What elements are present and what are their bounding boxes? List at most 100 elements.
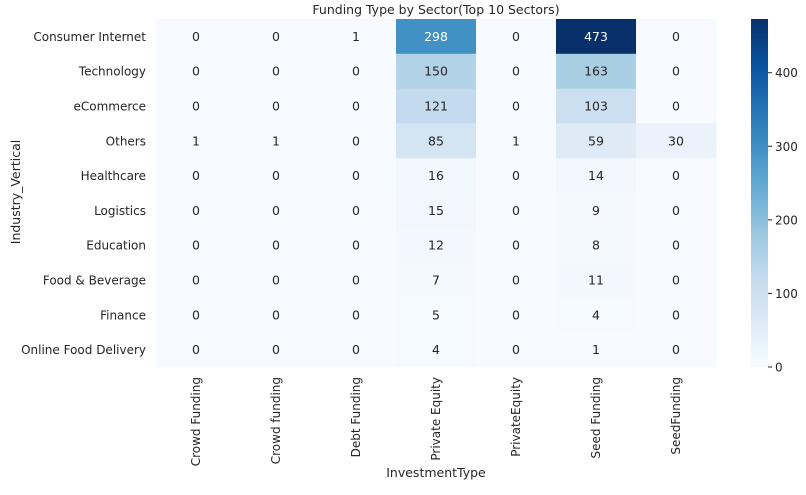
heatmap-cell xyxy=(636,158,717,194)
cell-value-label: 0 xyxy=(352,203,360,218)
heatmap-cell xyxy=(476,193,557,229)
heatmap-cell xyxy=(556,123,637,159)
row-label: eCommerce xyxy=(73,100,146,114)
cell-value-label: 1 xyxy=(592,342,600,357)
heatmap-cell xyxy=(236,262,317,298)
heatmap-cell xyxy=(236,88,317,124)
column-label: Private Equity xyxy=(429,377,443,461)
heatmap-cell xyxy=(476,53,557,90)
heatmap-cell xyxy=(156,193,237,229)
heatmap-cell xyxy=(636,19,717,55)
cell-value-label: 1 xyxy=(272,133,280,148)
colorbar-tick-label: 300 xyxy=(775,140,798,154)
heatmap-cell xyxy=(156,227,237,264)
cell-value-label: 0 xyxy=(272,203,280,218)
cell-value-label: 0 xyxy=(672,342,680,357)
cell-value-label: 0 xyxy=(672,273,680,288)
cell-value-label: 16 xyxy=(428,168,444,183)
heatmap-cell xyxy=(636,227,717,264)
colorbar-ticks: 0 100 200 300 400 xyxy=(768,66,798,375)
heatmap-cell xyxy=(156,262,237,298)
heatmap-cell xyxy=(156,19,237,55)
cell-value-label: 1 xyxy=(192,133,200,148)
heatmap-cell xyxy=(236,19,317,55)
heatmap-cell xyxy=(476,332,557,368)
cell-value-label: 0 xyxy=(192,203,200,218)
cell-value-label: 0 xyxy=(192,29,200,44)
colorbar-tick-label: 200 xyxy=(775,213,798,227)
cell-value-label: 0 xyxy=(192,99,200,114)
heatmap-cell xyxy=(556,53,637,90)
cell-value-label: 0 xyxy=(352,168,360,183)
colorbar-gradient xyxy=(751,19,768,367)
cell-value-label: 0 xyxy=(672,307,680,322)
heatmap-cell xyxy=(556,297,637,333)
row-label: Technology xyxy=(78,65,146,79)
heatmap-cell xyxy=(316,297,397,333)
heatmap-cells xyxy=(156,19,717,368)
cell-value-label: 0 xyxy=(672,64,680,79)
cell-value-label: 163 xyxy=(584,64,608,79)
heatmap-cell xyxy=(636,123,717,159)
heatmap-cell xyxy=(396,123,477,159)
heatmap-cell xyxy=(476,227,557,264)
row-label: Education xyxy=(86,239,146,253)
heatmap-cell xyxy=(556,262,637,298)
cell-value-label: 121 xyxy=(424,99,448,114)
heatmap-cell xyxy=(316,332,397,368)
cell-value-label: 0 xyxy=(352,64,360,79)
heatmap-cell xyxy=(396,158,477,194)
cell-value-label: 5 xyxy=(432,307,440,322)
heatmap-cell xyxy=(396,332,477,368)
cell-value-label: 0 xyxy=(272,307,280,322)
heatmap-cell xyxy=(316,158,397,194)
heatmap-cell xyxy=(236,53,317,90)
cell-value-label: 4 xyxy=(432,342,440,357)
heatmap-cell xyxy=(156,332,237,368)
heatmap-cell xyxy=(236,227,317,264)
heatmap-cell xyxy=(396,88,477,124)
cell-value-label: 0 xyxy=(192,238,200,253)
y-axis-label: Industry_Vertical xyxy=(8,140,23,244)
cell-value-label: 103 xyxy=(584,99,608,114)
cell-value-label: 0 xyxy=(192,273,200,288)
cell-annotations: 0 0 1 298 0 473 00 0 0 150 0 163 00 0 0 121 0 103 01 1 0 85 1 5… xyxy=(192,29,684,357)
cell-value-label: 15 xyxy=(428,203,444,218)
heatmap-cell xyxy=(556,227,637,264)
heatmap-cell xyxy=(236,123,317,159)
heatmap-cell xyxy=(156,297,237,333)
heatmap-cell xyxy=(476,123,557,159)
row-label: Finance xyxy=(100,308,146,322)
row-tick-labels: Consumer Internet Technology eCommerce Othe… xyxy=(21,30,146,357)
cell-value-label: 59 xyxy=(588,133,604,148)
heatmap-cell xyxy=(316,123,397,159)
row-label: Logistics xyxy=(94,204,146,218)
heatmap-cell xyxy=(476,88,557,124)
cell-value-label: 473 xyxy=(584,29,608,44)
cell-value-label: 0 xyxy=(512,342,520,357)
heatmap-cell xyxy=(316,88,397,124)
heatmap-cell xyxy=(556,332,637,368)
heatmap-cell xyxy=(156,53,237,90)
cell-value-label: 0 xyxy=(192,168,200,183)
colorbar-tick-label: 400 xyxy=(775,66,798,80)
row-label: Online Food Delivery xyxy=(21,343,146,357)
cell-value-label: 0 xyxy=(272,342,280,357)
heatmap-cell xyxy=(396,262,477,298)
cell-value-label: 30 xyxy=(668,133,684,148)
heatmap-cell xyxy=(156,88,237,124)
column-label: Debt Funding xyxy=(349,377,363,457)
heatmap-cell xyxy=(636,262,717,298)
cell-value-label: 0 xyxy=(672,238,680,253)
cell-value-label: 0 xyxy=(272,29,280,44)
chart-title: Funding Type by Sector(Top 10 Sectors) xyxy=(312,2,559,17)
heatmap-cell xyxy=(236,158,317,194)
heatmap-cell xyxy=(636,332,717,368)
heatmap-cell xyxy=(156,123,237,159)
heatmap-cell xyxy=(636,297,717,333)
heatmap-cell xyxy=(396,193,477,229)
cell-value-label: 0 xyxy=(512,64,520,79)
cell-value-label: 0 xyxy=(352,273,360,288)
row-label: Healthcare xyxy=(81,169,146,183)
cell-value-label: 4 xyxy=(592,307,600,322)
